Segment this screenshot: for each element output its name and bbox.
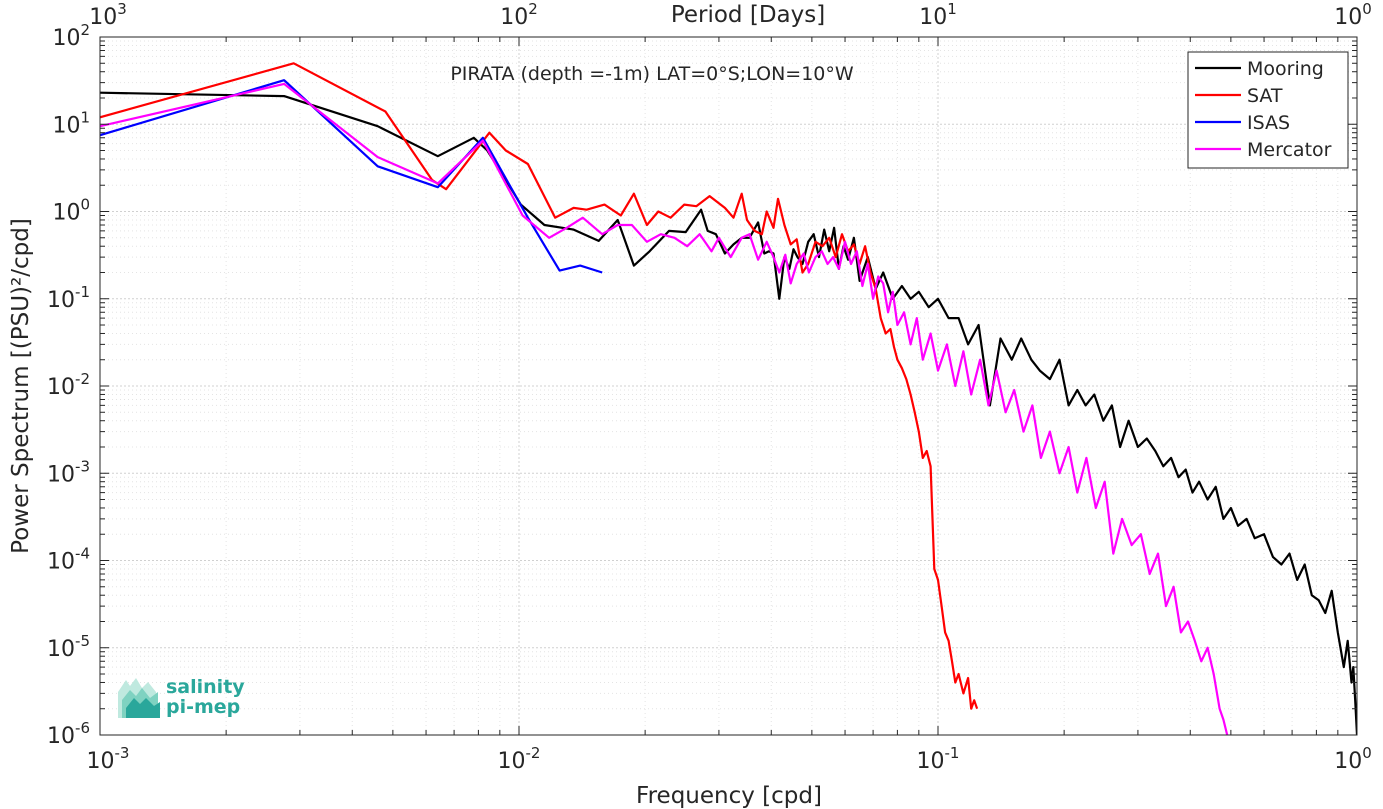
x2-tick-label: 103 <box>89 0 127 30</box>
y-tick-label: 102 <box>52 21 90 51</box>
x-tick-label: 10-1 <box>917 744 960 774</box>
y-tick-label: 10-6 <box>47 719 90 749</box>
x-tick-labels: 10-3 10-2 10-1 100 <box>87 744 1372 774</box>
y-tick-label: 10-4 <box>47 545 90 575</box>
x2-tick-label: 102 <box>500 0 538 30</box>
series-layer <box>100 62 1357 735</box>
y-axis-label: Power Spectrum [(PSU)²/cpd] <box>8 218 34 554</box>
y-tick-label: 10-3 <box>47 457 90 487</box>
legend-label-mooring: Mooring <box>1247 58 1324 80</box>
series-line-sat <box>100 62 979 710</box>
x2-tick-label: 100 <box>1334 0 1372 30</box>
y-tick-label: 10-1 <box>47 283 90 313</box>
x2-tick-labels: 103 102 101 100 <box>89 0 1372 30</box>
y-tick-label: 100 <box>52 196 90 226</box>
logo-text-salinity: salinity <box>166 676 245 698</box>
y-tick-label: 101 <box>52 108 90 138</box>
ticks-layer <box>99 36 1358 736</box>
chart-title: PIRATA (depth =-1m) LAT=0°S;LON=10°W <box>450 63 854 85</box>
legend-label-isas: ISAS <box>1247 112 1290 134</box>
logo-text-pi-mep: pi-mep <box>166 696 240 718</box>
legend: Mooring SAT ISAS Mercator <box>1187 51 1349 169</box>
series-line-mooring <box>100 91 1357 735</box>
x2-axis-label: Period [Days] <box>671 2 825 28</box>
legend-label-mercator: Mercator <box>1247 139 1332 161</box>
x2-tick-label: 101 <box>919 0 957 30</box>
salinity-pi-mep-logo: salinity pi-mep <box>118 676 245 718</box>
legend-label-sat: SAT <box>1247 85 1283 107</box>
x-axis-label: Frequency [cpd] <box>636 783 822 809</box>
x-tick-label: 100 <box>1334 744 1372 774</box>
x-tick-label: 10-3 <box>87 744 130 774</box>
x-tick-label: 10-2 <box>498 744 541 774</box>
series-line-mercator <box>100 82 1229 735</box>
wave-logo-icon <box>118 678 160 718</box>
y-tick-label: 10-2 <box>47 370 90 400</box>
y-tick-label: 10-5 <box>47 632 90 662</box>
grid-minor <box>100 37 1357 735</box>
y-tick-labels: 10-6 10-5 10-4 10-3 10-2 10-1 100 101 102 <box>47 21 90 749</box>
